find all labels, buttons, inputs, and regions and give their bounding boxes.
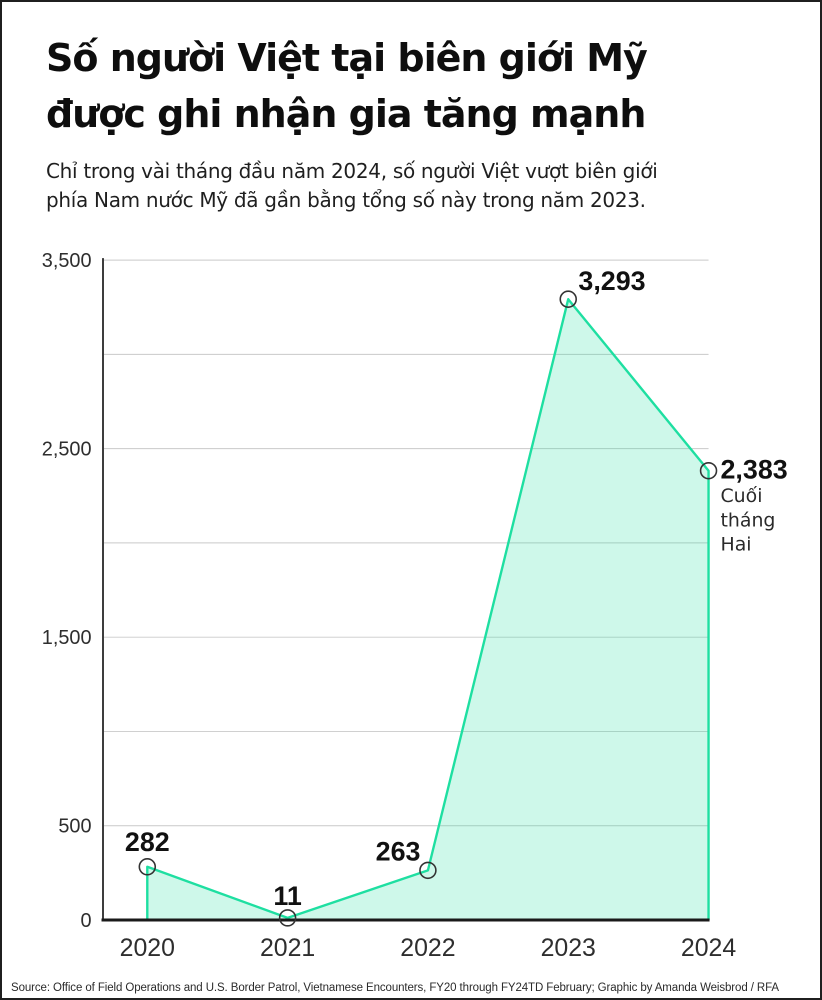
data-point-marker xyxy=(138,858,157,876)
y-tick-label: 3,500 xyxy=(42,250,92,272)
source-credit: Source: Office of Field Operations and U… xyxy=(11,982,779,994)
x-tick-label: 2023 xyxy=(541,934,596,962)
series-line xyxy=(146,297,710,920)
y-tick-label: 0 xyxy=(80,910,91,932)
x-tick-label: 2020 xyxy=(120,934,175,962)
data-label: 11 xyxy=(273,881,301,911)
x-tick-label: 2024 xyxy=(681,934,736,962)
page-title: Số người Việt tại biên giới Mỹ được ghi … xyxy=(46,36,648,136)
data-point-marker xyxy=(278,909,297,927)
data-label: 263 xyxy=(376,836,421,866)
y-tick-label: 2,500 xyxy=(42,439,92,461)
subtitle: Chỉ trong vài tháng đầu năm 2024, số ngư… xyxy=(46,159,658,212)
final-point-note-line: Hai xyxy=(720,534,751,556)
data-point-marker xyxy=(419,861,437,880)
x-tick-label: 2022 xyxy=(400,934,455,962)
final-point-note-line: tháng xyxy=(720,509,775,531)
data-label: 2,383 xyxy=(720,455,787,485)
data-point-marker xyxy=(699,461,718,480)
data-point-marker xyxy=(559,290,577,308)
x-tick-label: 2021 xyxy=(260,934,315,962)
y-tick-label: 500 xyxy=(58,816,91,838)
final-point-note-line: Cuối xyxy=(720,485,762,507)
area-fill xyxy=(147,299,709,920)
y-tick-label: 1,500 xyxy=(42,627,92,649)
data-label: 282 xyxy=(125,827,170,857)
data-label: 3,293 xyxy=(578,266,645,296)
